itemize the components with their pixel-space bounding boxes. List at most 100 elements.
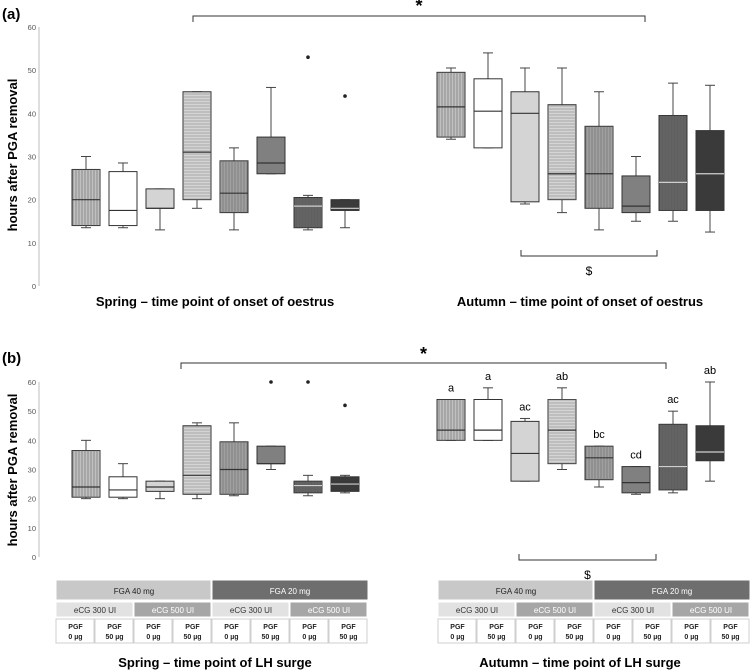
outlier-point [306, 380, 310, 384]
ecg-label: eCG 300 UI [612, 606, 654, 615]
outlier-point [306, 55, 310, 60]
pgf-label-line2: 50 µg [261, 634, 279, 641]
y-tick-label: 50 [28, 407, 36, 416]
fga-label: FGA 20 mg [270, 587, 310, 596]
y-axis-label: hours after PGA removal [5, 79, 20, 232]
box [108, 171, 138, 227]
ecg-label: eCG 300 UI [74, 606, 116, 615]
panel-b: (b) 0 10 20 30 40 50 60 hours after PGA removal *… [2, 344, 725, 670]
fga-label: FGA 20 mg [652, 587, 692, 596]
dollar-bracket [518, 554, 657, 561]
group-letter: a [485, 371, 492, 383]
group-letter: ab [556, 371, 568, 383]
box-pattern [585, 126, 613, 209]
group-letter: bc [593, 429, 605, 441]
pgf-label-line2: 50 µg [105, 634, 123, 641]
ecg-label: eCG 300 UI [456, 606, 498, 615]
x-axis-label: Autumn – time point of onset of oestrus [457, 294, 703, 309]
box-pattern [220, 441, 248, 495]
pgf-label-line2: 0 µg [684, 634, 698, 641]
box [145, 480, 175, 492]
pgf-cell [94, 618, 134, 644]
legend-table: FGA 40 mg FGA 20 mg eCG 300 UI eCG 500 UI eC… [55, 579, 751, 644]
fga-cell [55, 579, 212, 601]
box-pattern [72, 450, 100, 498]
pgf-label-line2: 0 µg [302, 634, 316, 641]
pgf-cell [593, 618, 633, 644]
pgf-label-line2: 50 µg [643, 634, 661, 641]
y-tick-label: 40 [28, 436, 36, 445]
box [473, 78, 503, 149]
pgf-label-line2: 0 µg [450, 634, 464, 641]
box-pattern [183, 425, 211, 495]
box [621, 466, 651, 494]
pgf-label-line2: 50 µg [487, 634, 505, 641]
pgf-label-line2: 0 µg [606, 634, 620, 641]
panel-a: (a) 0 10 20 30 40 50 60 hours after PGA removal *… [2, 0, 725, 309]
pgf-label-line1: PGF [68, 624, 83, 631]
box [510, 91, 540, 203]
y-tick-label: 60 [28, 378, 36, 387]
pgf-label-line1: PGF [528, 624, 543, 631]
pgf-label-line1: PGF [107, 624, 122, 631]
box-pattern [548, 104, 576, 200]
fga-cell [211, 579, 369, 601]
box-pattern [659, 424, 687, 490]
x-axis-label: Autumn – time point of LH surge [479, 655, 681, 670]
dollar-marker: $ [586, 264, 593, 278]
outlier-point [343, 403, 347, 408]
pgf-label-line2: 0 µg [224, 634, 238, 641]
y-tick-label: 30 [28, 153, 36, 162]
pgf-cell [476, 618, 516, 644]
panel-label: (a) [2, 6, 20, 23]
y-tick-label: 50 [28, 66, 36, 75]
box-pattern [294, 197, 322, 228]
significance-star: * [415, 0, 422, 16]
pgf-label-line1: PGF [645, 624, 660, 631]
y-tick-label: 40 [28, 109, 36, 118]
pgf-label-line2: 50 µg [565, 634, 583, 641]
y-tick-label: 20 [28, 196, 36, 205]
y-tick-label: 10 [28, 239, 36, 248]
box [510, 420, 540, 482]
group-letter: ab [704, 365, 716, 377]
ecg-cell [289, 601, 368, 618]
pgf-label-line2: 0 µg [528, 634, 542, 641]
pgf-label-line1: PGF [185, 624, 200, 631]
pgf-cell [55, 618, 95, 644]
ecg-label: eCG 500 UI [534, 606, 576, 615]
ecg-label: eCG 500 UI [152, 606, 194, 615]
outlier-point [343, 94, 347, 98]
pgf-cell [250, 618, 290, 644]
pgf-cell [554, 618, 594, 644]
fga-label: FGA 40 mg [496, 587, 536, 596]
ecg-cell [437, 601, 516, 618]
ecg-cell [55, 601, 134, 618]
pgf-label-line1: PGF [450, 624, 465, 631]
box [330, 199, 360, 211]
y-axis-label: hours after PGA removal [5, 394, 20, 547]
fga-label: FGA 40 mg [114, 587, 154, 596]
pgf-label-line1: PGF [302, 624, 317, 631]
box-pattern [294, 481, 322, 493]
pgf-cell [133, 618, 173, 644]
pgf-label-line1: PGF [684, 624, 699, 631]
ecg-cell [671, 601, 750, 618]
dollar-marker: $ [584, 568, 591, 582]
pgf-label-line2: 50 µg [339, 634, 357, 641]
pgf-label-line2: 50 µg [183, 634, 201, 641]
y-tick-label: 20 [28, 495, 36, 504]
pgf-label-line2: 0 µg [146, 634, 160, 641]
group-letter: cd [630, 450, 642, 462]
group-letter: ac [519, 401, 531, 413]
significance-bracket [180, 362, 667, 369]
pgf-cell [437, 618, 477, 644]
box-pattern [548, 399, 576, 464]
pgf-cell [172, 618, 212, 644]
ecg-label: eCG 500 UI [690, 606, 732, 615]
significance-star: * [420, 344, 427, 364]
pgf-cell [211, 618, 251, 644]
box [256, 136, 286, 175]
pgf-label-line1: PGF [489, 624, 504, 631]
y-tick-label: 0 [32, 553, 36, 562]
